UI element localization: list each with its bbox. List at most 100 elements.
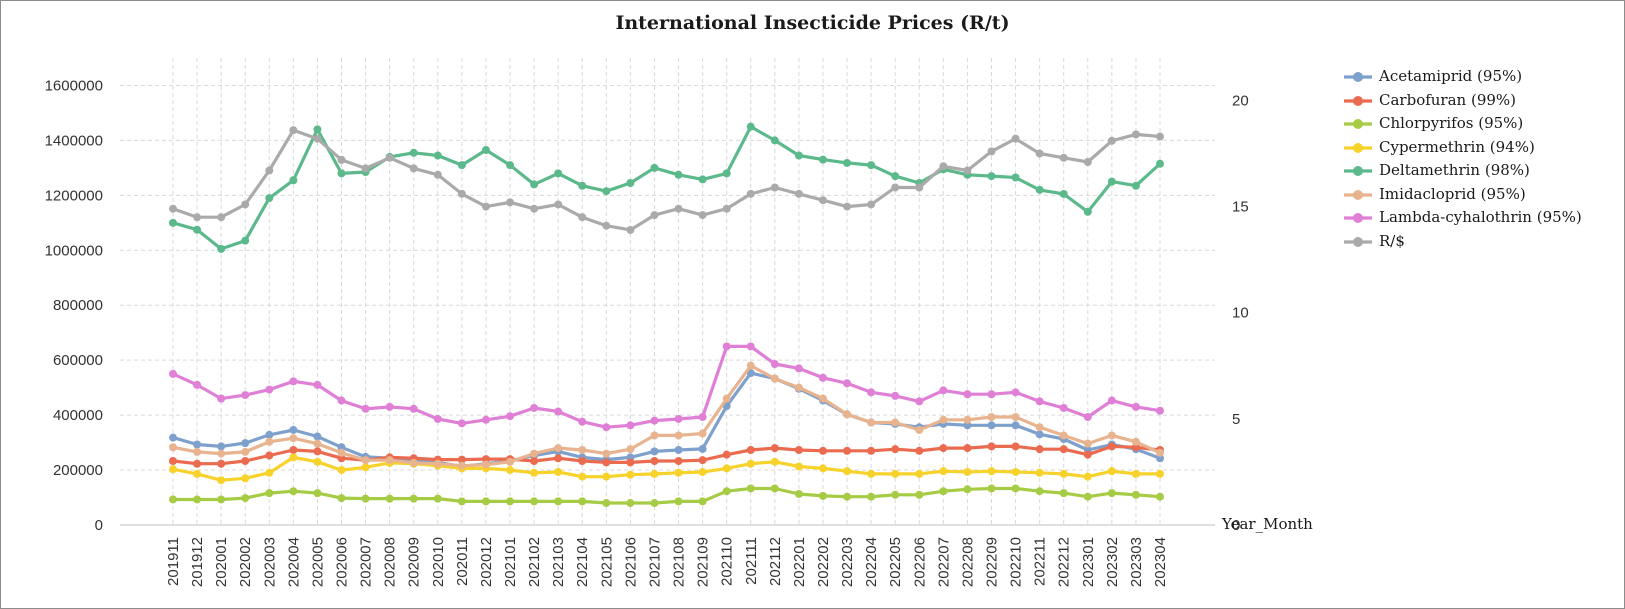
data-point: [843, 446, 852, 455]
data-point: [385, 456, 394, 465]
data-point: [457, 461, 466, 470]
data-point: [698, 444, 707, 453]
data-point: [1083, 207, 1092, 216]
data-point: [265, 194, 274, 203]
series-line: [172, 128, 1161, 232]
data-point: [698, 175, 707, 184]
data-point: [481, 202, 490, 211]
x-tick-label: 202108: [671, 537, 688, 587]
data-point: [1035, 185, 1044, 194]
legend-label: Cypermethrin (94%): [1379, 137, 1535, 156]
data-point: [674, 468, 683, 477]
x-tick-label: 202008: [382, 537, 399, 587]
x-tick-label: 202203: [839, 537, 856, 587]
x-tick-label: 202006: [334, 537, 351, 587]
data-point: [433, 170, 442, 179]
x-tick-label: 202002: [237, 537, 254, 587]
data-point: [169, 204, 177, 213]
data-point: [626, 499, 635, 508]
data-point: [289, 377, 298, 386]
data-point: [265, 166, 274, 175]
data-point: [169, 495, 177, 504]
data-point: [698, 429, 707, 438]
data-point: [867, 161, 876, 170]
series-line: [172, 371, 1161, 469]
data-point: [241, 236, 250, 245]
data-point: [337, 448, 346, 457]
data-point: [1011, 484, 1020, 493]
data-point: [794, 446, 803, 455]
data-point: [1035, 423, 1044, 432]
data-point: [385, 153, 394, 162]
data-point: [722, 169, 731, 178]
data-point: [1107, 467, 1116, 476]
data-point: [891, 172, 900, 181]
data-point: [1156, 454, 1164, 463]
series-line: [172, 125, 1162, 251]
data-point: [1011, 413, 1020, 422]
data-point: [843, 202, 852, 211]
data-point: [867, 200, 876, 209]
data-point: [1156, 406, 1164, 415]
data-point: [313, 380, 322, 389]
data-point: [963, 390, 972, 399]
x-tick-label: 202012: [478, 537, 495, 587]
data-point: [289, 434, 298, 443]
x-tick-label: 202104: [574, 537, 591, 587]
data-point: [1059, 431, 1068, 440]
data-point: [770, 457, 779, 466]
data-point: [602, 499, 611, 508]
data-point: [361, 164, 370, 173]
data-point: [313, 432, 322, 441]
data-point: [794, 383, 803, 392]
data-point: [169, 465, 177, 474]
data-point: [409, 164, 418, 173]
legend-label: Acetamiprid (95%): [1379, 67, 1523, 85]
data-point: [1059, 469, 1068, 478]
data-point: [1131, 130, 1140, 139]
data-point: [241, 200, 250, 209]
x-tick-label: 202205: [887, 537, 904, 587]
data-point: [193, 459, 202, 468]
y-tick-label: 0: [95, 517, 103, 534]
data-point: [650, 447, 659, 456]
data-point: [1035, 430, 1044, 439]
data-point: [915, 446, 924, 455]
data-point: [506, 497, 515, 506]
y2-tick-label: 5: [1232, 411, 1240, 428]
data-point: [818, 196, 827, 205]
data-point: [1035, 468, 1044, 477]
y2-tick-label: 10: [1232, 305, 1249, 322]
data-point: [626, 178, 635, 187]
data-point: [794, 151, 803, 160]
data-point: [746, 189, 755, 198]
data-point: [457, 497, 466, 506]
x-tick-label: 202007: [358, 537, 375, 587]
data-point: [746, 361, 755, 370]
data-point: [433, 494, 442, 503]
data-point: [217, 459, 226, 468]
data-point: [241, 439, 250, 448]
data-point: [746, 446, 755, 455]
x-tick-label: 202005: [309, 537, 326, 587]
data-point: [1156, 159, 1164, 168]
data-point: [1131, 490, 1140, 499]
x-tick-label: 202110: [719, 537, 736, 586]
data-point: [217, 449, 226, 458]
data-point: [1011, 467, 1020, 476]
data-point: [289, 176, 298, 185]
data-point: [963, 444, 972, 453]
data-point: [554, 467, 563, 476]
legend-swatch: [1344, 213, 1372, 223]
x-tick-label: 202011: [454, 537, 471, 586]
data-point: [337, 169, 346, 178]
y2-tick-label: 0: [1232, 517, 1240, 534]
data-point: [313, 489, 322, 498]
data-point: [794, 189, 803, 198]
data-point: [698, 456, 707, 465]
data-point: [602, 187, 611, 196]
data-point: [843, 467, 852, 476]
data-point: [241, 456, 250, 465]
data-point: [1011, 388, 1020, 397]
x-tick-label: 202211: [1032, 537, 1049, 586]
